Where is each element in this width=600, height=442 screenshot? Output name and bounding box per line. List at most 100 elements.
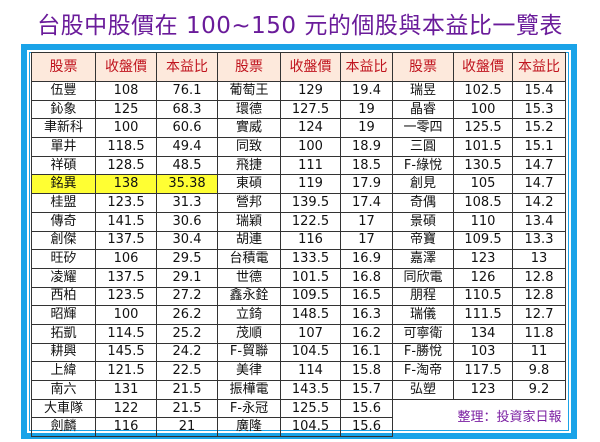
pe-ratio-cell: 17 [340,211,393,232]
table-row: 拓凱 114.5 25.2 茂順 107 16.2 可寧衛 134 11.8 [31,323,566,344]
close-price-cell: 133.5 [280,249,341,269]
table-body: 伍豐 108 76.1 葡萄王 129 19.4 瑞昱 102.5 15.4 鈊象 125 68.3 環… [31,81,566,438]
source-note: 整理：投資家日報 [392,398,566,437]
stock-name-cell: 台積電 [217,249,281,269]
stock-name-cell: 營邦 [217,193,281,213]
table-row: 伍豐 108 76.1 葡萄王 129 19.4 瑞昱 102.5 15.4 [31,81,566,101]
close-price-cell: 102.5 [453,81,513,101]
pe-ratio-cell: 15.6 [340,417,393,438]
close-price-cell: 101.5 [453,137,513,157]
pe-ratio-cell: 13.4 [512,211,566,232]
close-price-cell: 111 [280,155,341,176]
stock-name-cell: 單井 [31,137,96,157]
stock-name-cell: 葡萄王 [217,81,281,101]
stock-name-cell: 桂盟 [31,193,96,213]
pe-ratio-cell: 24.2 [156,342,218,363]
close-price-cell: 128.5 [95,155,157,176]
stock-name-cell: 可寧衛 [392,323,454,344]
header-close-2: 收盤價 [280,52,341,82]
pe-ratio-cell: 49.4 [156,137,218,157]
stock-name-cell: 振樺電 [217,380,281,400]
pe-ratio-cell: 48.5 [156,155,218,176]
pe-ratio-cell: 16.1 [340,342,393,363]
table-row: 劍麟 116 21 廣隆 104.5 15.6 [31,417,566,438]
stock-name-cell: 瑞昱 [392,81,454,101]
close-price-cell: 131 [95,380,157,400]
close-price-cell: 121.5 [95,361,157,381]
stock-name-cell: 晶睿 [392,99,454,120]
table-row: 祥碩 128.5 48.5 飛捷 111 18.5 F-綠悅 130.5 14.7 [31,155,566,176]
stock-name-cell: F-永冠 [217,398,281,419]
close-price-cell: 109.5 [280,286,341,307]
close-price-cell: 106 [95,249,157,269]
pe-ratio-cell: 16.3 [340,305,393,325]
close-price-cell: 107 [280,323,341,344]
pe-ratio-cell: 17 [340,230,393,251]
pe-ratio-cell: 18.5 [340,155,393,176]
pe-ratio-cell: 60.6 [156,118,218,139]
table-row: 聿新科 100 60.6 實威 124 19 一零四 125.5 15.2 [31,118,566,139]
header-close-3: 收盤價 [453,52,513,82]
close-price-cell: 125.5 [453,118,513,139]
stock-name-cell: 劍麟 [31,417,96,438]
stock-name-cell: 旺矽 [31,249,96,269]
close-price-cell: 105 [453,174,513,195]
stock-name-cell: 飛捷 [217,155,281,176]
table-row: 單井 118.5 49.4 同致 100 18.9 三圓 101.5 15.1 [31,137,566,157]
close-price-cell: 137.5 [95,230,157,251]
table-row: 旺矽 106 29.5 台積電 133.5 16.9 嘉澤 123 13 [31,249,566,269]
pe-ratio-cell: 9.2 [512,380,566,400]
close-price-cell: 118.5 [95,137,157,157]
close-price-cell: 129 [280,81,341,101]
stock-name-cell: 同致 [217,137,281,157]
pe-ratio-cell: 13.3 [512,230,566,251]
close-price-cell: 111.5 [453,305,513,325]
table-row: 創傑 137.5 30.4 胡連 116 17 帝寶 109.5 13.3 [31,230,566,251]
pe-ratio-cell: 19 [340,99,393,120]
close-price-cell: 108 [95,81,157,101]
stock-name-cell: 耕興 [31,342,96,363]
stock-name-cell: 銘異 [31,174,96,195]
close-price-cell: 138 [95,174,157,195]
pe-ratio-cell: 15.8 [340,361,393,381]
stock-name-cell: 環德 [217,99,281,120]
close-price-cell: 127.5 [280,99,341,120]
header-pe-2: 本益比 [340,52,393,82]
stock-name-cell: 瑞儀 [392,305,454,325]
pe-ratio-cell: 11 [512,342,566,363]
stock-name-cell: 上緯 [31,361,96,381]
stock-name-cell: 昭輝 [31,305,96,325]
table-row: 凌耀 137.5 29.1 世德 101.5 16.8 同欣電 126 12.8 [31,267,566,288]
header-stock-1: 股票 [31,52,96,82]
pe-ratio-cell: 12.8 [512,286,566,307]
pe-ratio-cell: 30.4 [156,230,218,251]
pe-ratio-cell: 19 [340,118,393,139]
stock-name-cell: 朋程 [392,286,454,307]
close-price-cell: 117.5 [453,361,513,381]
stock-name-cell: 一零四 [392,118,454,139]
close-price-cell: 104.5 [280,417,341,438]
pe-ratio-cell: 15.7 [340,380,393,400]
table-row: 銘異 138 35.38 東碩 119 17.9 創見 105 14.7 [31,174,566,195]
stock-name-cell: 廣隆 [217,417,281,438]
pe-ratio-cell: 17.4 [340,193,393,213]
close-price-cell: 100 [280,137,341,157]
pe-ratio-cell: 15.3 [512,99,566,120]
stock-pe-table: 股票 收盤價 本益比 股票 收盤價 本益比 股票 收盤價 本益比 伍豐 108 76… [31,52,566,438]
stock-name-cell: 拓凱 [31,323,96,344]
pe-ratio-cell: 21.5 [156,398,218,419]
pe-ratio-cell: 12.8 [512,267,566,288]
pe-ratio-cell: 14.2 [512,193,566,213]
stock-name-cell: 西柏 [31,286,96,307]
close-price-cell: 114.5 [95,323,157,344]
close-price-cell: 122 [95,398,157,419]
close-price-cell: 116 [280,230,341,251]
pe-ratio-cell: 19.4 [340,81,393,101]
stock-name-cell: 世德 [217,267,281,288]
pe-ratio-cell: 16.9 [340,249,393,269]
pe-ratio-cell: 18.9 [340,137,393,157]
stock-name-cell: 南六 [31,380,96,400]
pe-ratio-cell: 16.2 [340,323,393,344]
stock-name-cell: 鑫永銓 [217,286,281,307]
pe-ratio-cell: 15.1 [512,137,566,157]
